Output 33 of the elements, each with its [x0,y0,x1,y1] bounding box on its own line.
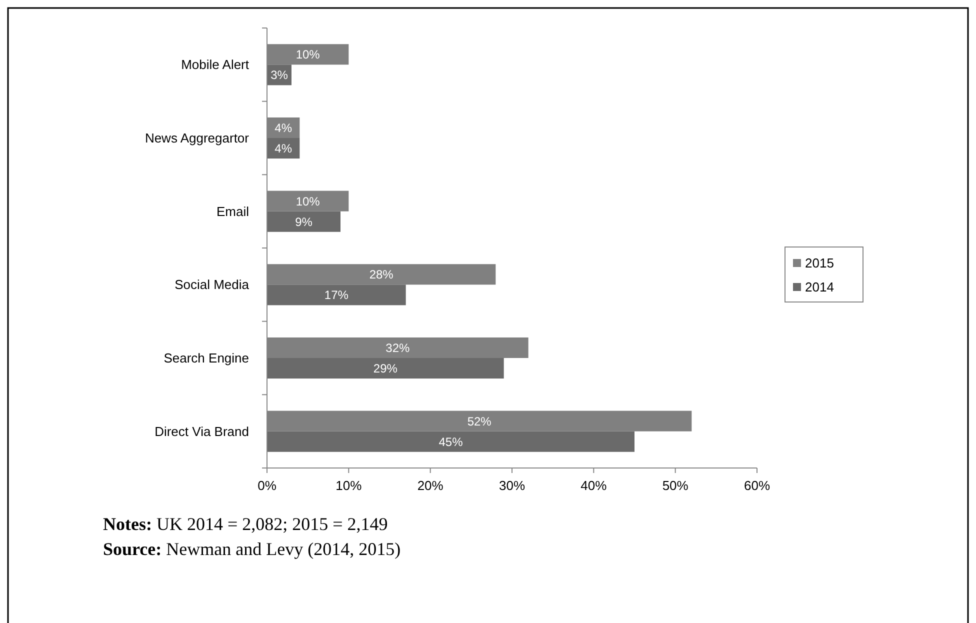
data-label: 52% [467,414,492,428]
data-label: 17% [324,288,349,302]
data-label: 3% [270,68,288,82]
x-tick-label: 10% [336,478,362,493]
y-tick-label: Direct Via Brand [154,424,249,439]
data-label: 45% [438,434,464,449]
bar [267,431,634,452]
x-tick-label: 40% [580,478,608,493]
text: Notes: UK 2014 = 2,082; 2015 = 2,149 [103,514,388,534]
y-tick-label: News Aggregartor [144,130,250,146]
legend-label: 2014 [805,280,834,295]
legend-label: 2015 [805,256,834,271]
y-tick-label: Social Media [174,277,250,292]
data-label: 4% [274,120,292,135]
x-tick-label: 30% [498,478,526,493]
y-tick-label: Search Engine [164,350,249,366]
x-tick-label: 60% [744,478,770,493]
y-tick-label: Email [216,204,250,219]
data-label: 4% [274,141,292,156]
bar [267,211,340,232]
data-label: 28% [369,268,394,282]
bar [267,358,504,379]
source-note: Source: Newman and Levy (2014, 2015) [103,539,401,559]
y-tick-label: Mobile Alert [181,57,250,72]
data-label: 10% [296,48,320,62]
x-tick-label: 0% [258,478,277,493]
x-tick-label: 50% [662,478,689,493]
data-label: 10% [296,194,320,208]
x-tick-label: 20% [417,478,444,493]
data-label: 9% [295,214,313,229]
data-label: 29% [373,361,398,376]
data-label: 32% [386,340,410,355]
bar [267,284,406,306]
